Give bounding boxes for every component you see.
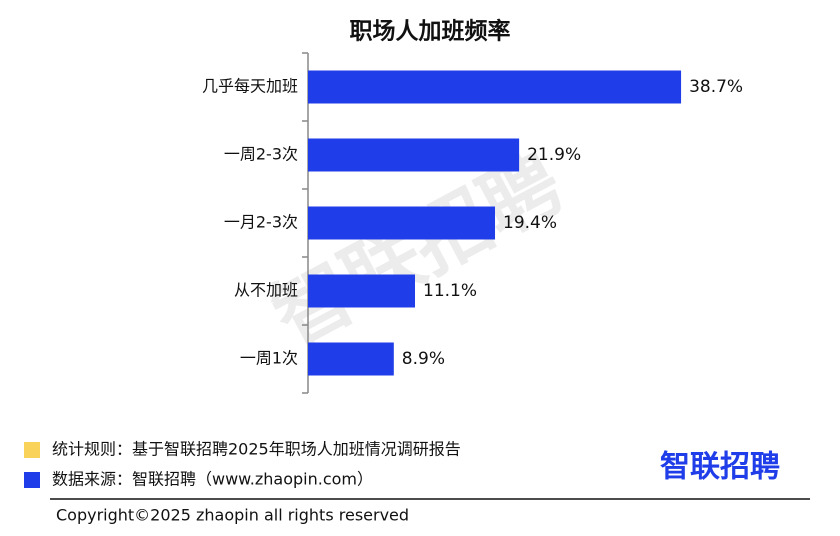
category-label: 一周1次 xyxy=(240,349,298,368)
category-label: 几乎每天加班 xyxy=(202,77,298,96)
bar xyxy=(308,70,682,104)
value-label: 38.7% xyxy=(689,77,743,97)
category-label: 一周2-3次 xyxy=(224,145,298,164)
note-text: 统计规则：基于智联招聘2025年职场人加班情况调研报告 xyxy=(52,440,461,459)
value-label: 19.4% xyxy=(503,213,557,233)
watermark: 智联招聘 xyxy=(259,138,577,364)
logo: 智联招聘 xyxy=(660,450,780,485)
note-text: 数据来源：智联招聘（www.zhaopin.com） xyxy=(52,470,373,489)
bar xyxy=(308,342,394,376)
bar xyxy=(308,206,496,240)
value-label: 11.1% xyxy=(423,281,477,301)
legend-swatch xyxy=(24,472,40,488)
value-label: 21.9% xyxy=(527,145,581,165)
category-label: 从不加班 xyxy=(234,281,298,300)
bar xyxy=(308,274,416,308)
legend-swatch xyxy=(24,442,40,458)
value-label: 8.9% xyxy=(402,349,445,369)
bar xyxy=(308,138,520,172)
chart-title: 职场人加班频率 xyxy=(350,18,511,45)
category-label: 一月2-3次 xyxy=(224,213,298,232)
copyright: Copyright©2025 zhaopin all rights reserv… xyxy=(56,506,409,525)
